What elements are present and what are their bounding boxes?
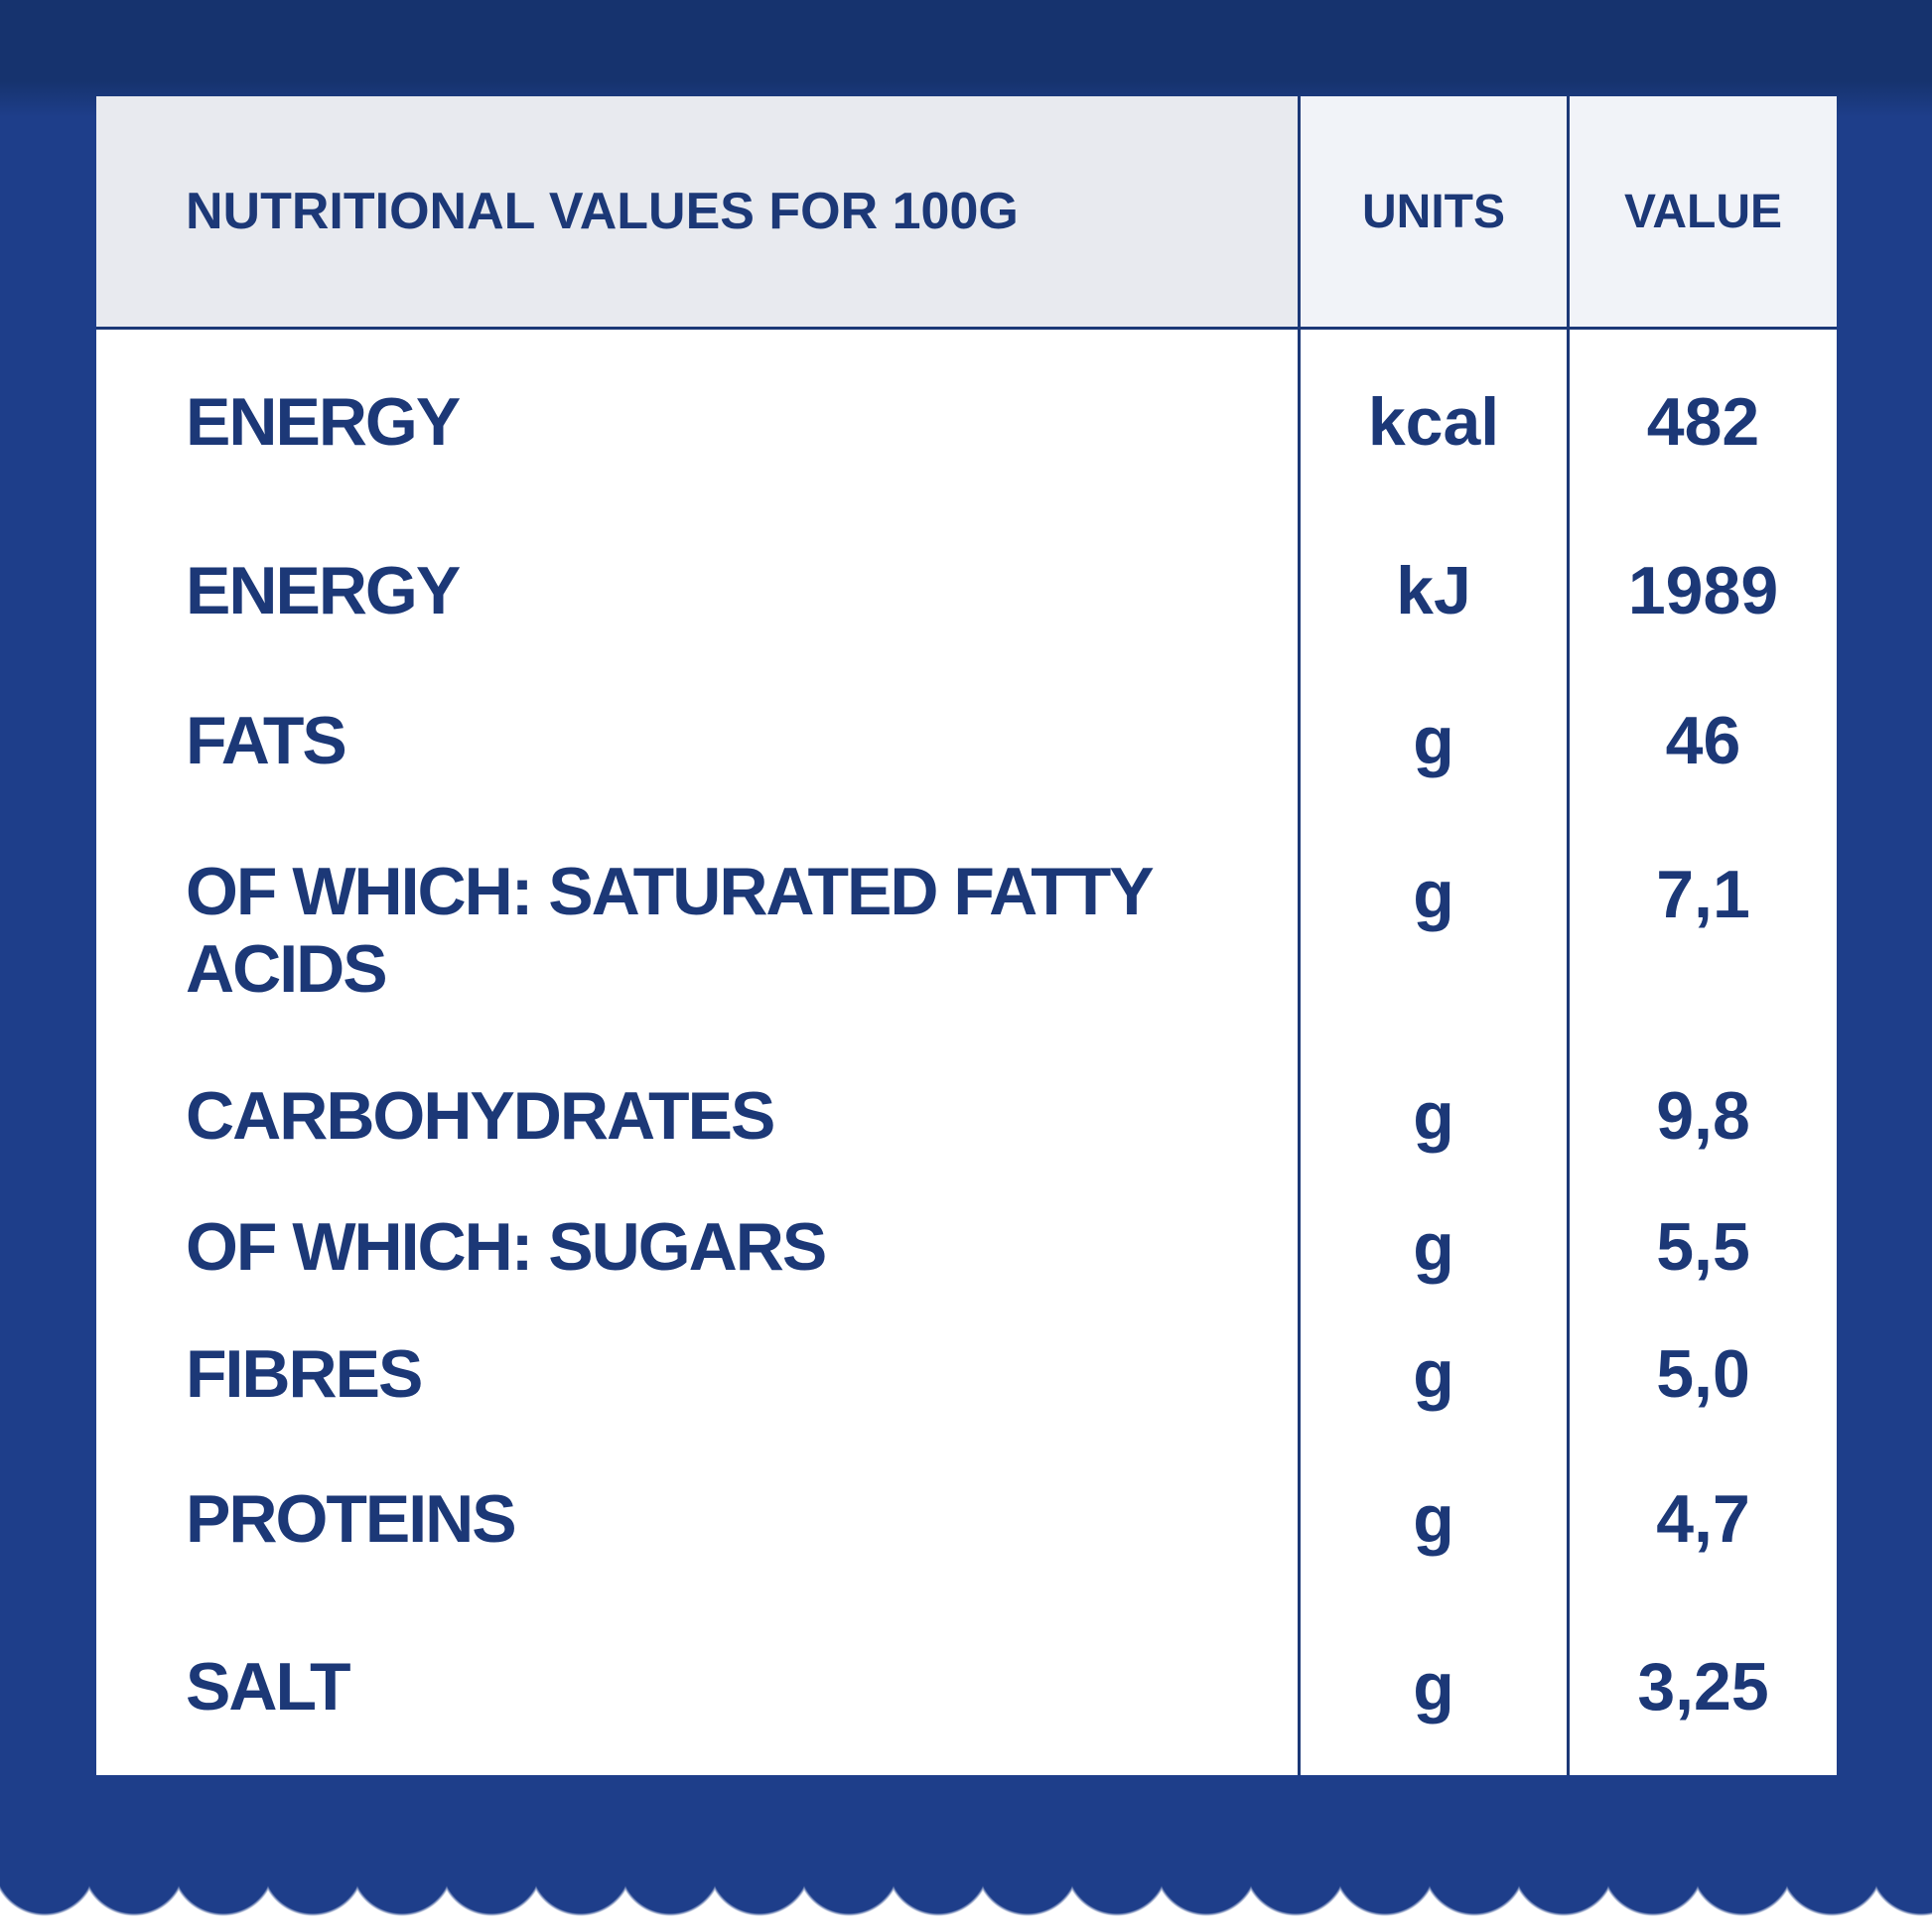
nutrient-value: 4,7 [1656, 1481, 1750, 1557]
table-row-unit-cell: kcal [1298, 330, 1567, 514]
nutrient-unit: g [1413, 703, 1454, 778]
nutrient-value: 46 [1665, 703, 1741, 778]
nutrient-label: ENERGY [186, 553, 461, 628]
table-row-unit-cell: g [1298, 1307, 1567, 1441]
nutrient-label: PROTEINS [186, 1481, 517, 1557]
nutrient-value: 9,8 [1656, 1078, 1750, 1154]
table-row-value-cell: 7,1 [1567, 814, 1837, 1045]
table-row-label-cell: OF WHICH: SATURATED FATTY ACIDS [96, 814, 1298, 1045]
table-row-value-cell: 5,5 [1567, 1186, 1837, 1307]
nutrient-value: 1989 [1627, 553, 1779, 628]
nutrient-value: 482 [1646, 384, 1760, 460]
value-column-header: VALUE [1567, 96, 1837, 330]
nutrient-unit: g [1413, 1078, 1454, 1154]
nutrient-unit: kcal [1367, 384, 1500, 460]
table-row-label-cell: OF WHICH: SUGARS [96, 1186, 1298, 1307]
table-row-label-cell: FIBRES [96, 1307, 1298, 1441]
table-row-value-cell: 9,8 [1567, 1045, 1837, 1186]
table-row-label-cell: ENERGY [96, 514, 1298, 667]
nutrient-unit: g [1413, 1335, 1454, 1412]
table-title-cell: NUTRITIONAL VALUES FOR 100G [96, 96, 1298, 330]
table-row-value-cell: 3,25 [1567, 1597, 1837, 1775]
nutrient-value: 3,25 [1637, 1648, 1769, 1725]
nutrient-unit: g [1413, 1648, 1454, 1725]
value-header-label: VALUE [1623, 185, 1783, 238]
table-row-label-cell: CARBOHYDRATES [96, 1045, 1298, 1186]
table-row-value-cell: 46 [1567, 667, 1837, 814]
table-row-unit-cell: g [1298, 814, 1567, 1045]
nutrient-label: OF WHICH: SATURATED FATTY ACIDS [186, 853, 1153, 1007]
table-row-label-cell: FATS [96, 667, 1298, 814]
nutrition-table: NUTRITIONAL VALUES FOR 100G UNITS VALUE … [96, 96, 1837, 1775]
scalloped-edge [0, 1863, 1932, 1917]
table-row-unit-cell: g [1298, 667, 1567, 814]
nutrient-unit: g [1413, 1208, 1454, 1285]
table-row-label-cell: PROTEINS [96, 1441, 1298, 1597]
nutrient-unit: g [1413, 1481, 1454, 1557]
nutrient-label: SALT [186, 1648, 350, 1725]
table-row-value-cell: 4,7 [1567, 1441, 1837, 1597]
units-header-label: UNITS [1362, 185, 1505, 238]
table-row-value-cell: 482 [1567, 330, 1837, 514]
table-row-unit-cell: g [1298, 1045, 1567, 1186]
nutrient-label: FIBRES [186, 1335, 423, 1412]
table-row-unit-cell: kJ [1298, 514, 1567, 667]
nutrient-label: ENERGY [186, 384, 461, 460]
nutrient-label: OF WHICH: SUGARS [186, 1208, 827, 1285]
nutrient-value: 5,0 [1656, 1335, 1750, 1412]
table-row-unit-cell: g [1298, 1597, 1567, 1775]
table-row-unit-cell: g [1298, 1441, 1567, 1597]
nutrient-unit: kJ [1396, 553, 1471, 628]
nutrient-label: CARBOHYDRATES [186, 1078, 775, 1154]
table-row-label-cell: SALT [96, 1597, 1298, 1775]
nutrient-value: 7,1 [1656, 857, 1750, 932]
nutrient-value: 5,5 [1656, 1208, 1750, 1285]
table-row-label-cell: ENERGY [96, 330, 1298, 514]
nutrient-unit: g [1413, 857, 1454, 932]
units-column-header: UNITS [1298, 96, 1567, 330]
nutrient-label: FATS [186, 703, 347, 778]
table-row-value-cell: 5,0 [1567, 1307, 1837, 1441]
table-row-value-cell: 1989 [1567, 514, 1837, 667]
table-row-unit-cell: g [1298, 1186, 1567, 1307]
table-title: NUTRITIONAL VALUES FOR 100G [186, 183, 1019, 240]
